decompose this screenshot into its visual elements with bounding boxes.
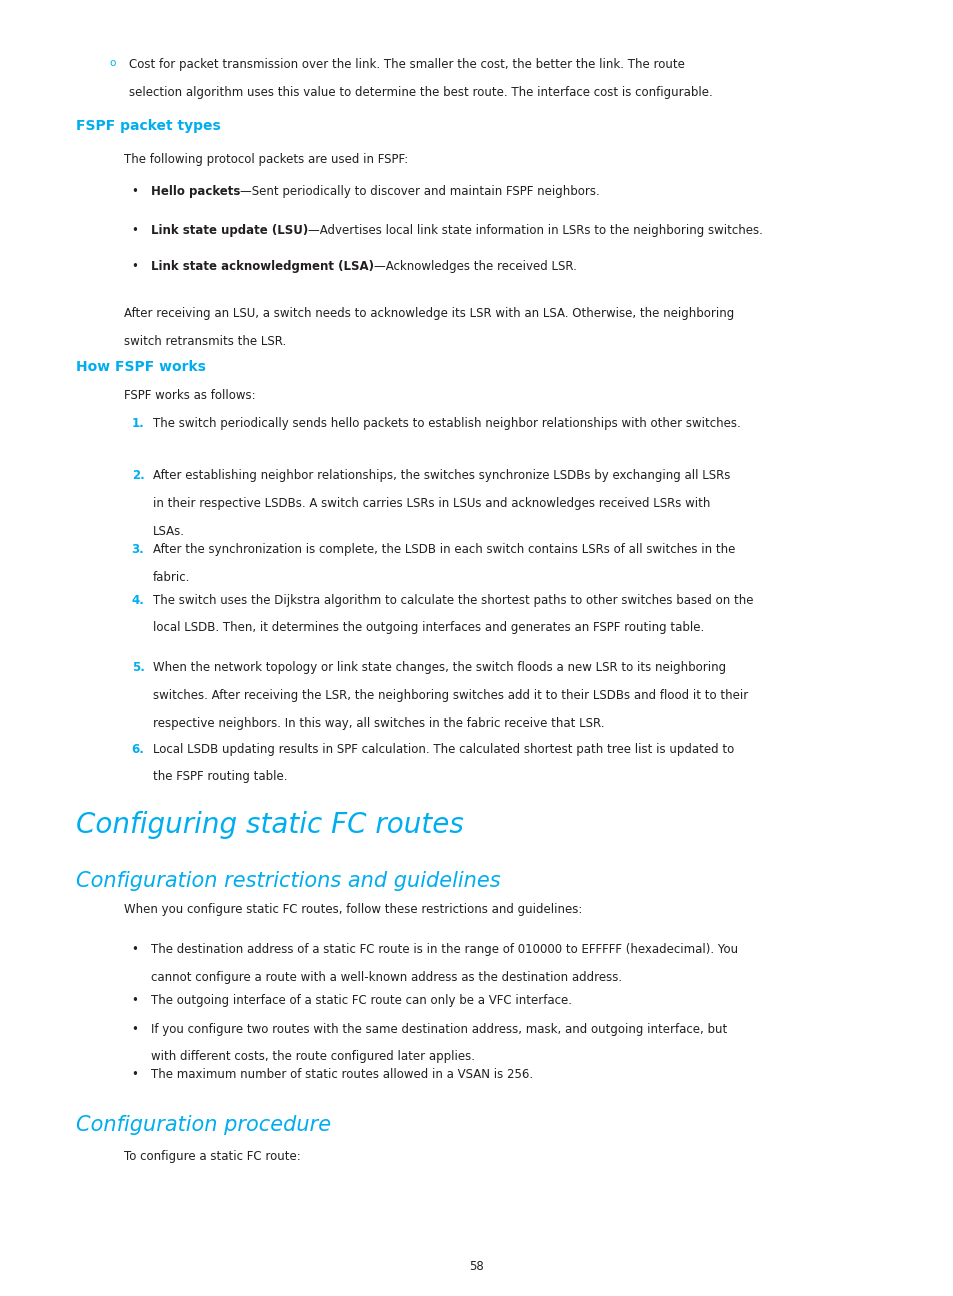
Text: cannot configure a route with a well-known address as the destination address.: cannot configure a route with a well-kno… [151,972,621,985]
Text: •: • [132,1068,138,1081]
Text: Configuring static FC routes: Configuring static FC routes [76,811,464,840]
Text: When you configure static FC routes, follow these restrictions and guidelines:: When you configure static FC routes, fol… [124,903,581,916]
Text: Cost for packet transmission over the link. The smaller the cost, the better the: Cost for packet transmission over the li… [129,58,684,71]
Text: After receiving an LSU, a switch needs to acknowledge its LSR with an LSA. Other: After receiving an LSU, a switch needs t… [124,307,734,320]
Text: FSPF packet types: FSPF packet types [76,119,221,133]
Text: How FSPF works: How FSPF works [76,360,206,375]
Text: 3.: 3. [132,543,144,556]
Text: •: • [132,943,138,956]
Text: FSPF works as follows:: FSPF works as follows: [124,389,255,402]
Text: •: • [132,224,138,237]
Text: switch retransmits the LSR.: switch retransmits the LSR. [124,336,286,349]
Text: •: • [132,185,138,198]
Text: Configuration restrictions and guidelines: Configuration restrictions and guideline… [76,871,500,890]
Text: —Advertises local link state information in LSRs to the neighboring switches.: —Advertises local link state information… [308,224,762,237]
Text: local LSDB. Then, it determines the outgoing interfaces and generates an FSPF ro: local LSDB. Then, it determines the outg… [152,621,703,635]
Text: To configure a static FC route:: To configure a static FC route: [124,1150,300,1163]
Text: respective neighbors. In this way, all switches in the fabric receive that LSR.: respective neighbors. In this way, all s… [152,717,603,730]
Text: 1.: 1. [132,417,144,430]
Text: switches. After receiving the LSR, the neighboring switches add it to their LSDB: switches. After receiving the LSR, the n… [152,689,747,702]
Text: After establishing neighbor relationships, the switches synchronize LSDBs by exc: After establishing neighbor relationship… [152,469,729,482]
Text: the FSPF routing table.: the FSPF routing table. [152,770,287,784]
Text: 2.: 2. [132,469,144,482]
Text: —Sent periodically to discover and maintain FSPF neighbors.: —Sent periodically to discover and maint… [240,185,599,198]
Text: Hello packets: Hello packets [151,185,240,198]
Text: o: o [110,58,116,69]
Text: The outgoing interface of a static FC route can only be a VFC interface.: The outgoing interface of a static FC ro… [151,994,571,1007]
Text: Configuration procedure: Configuration procedure [76,1115,331,1134]
Text: The maximum number of static routes allowed in a VSAN is 256.: The maximum number of static routes allo… [151,1068,533,1081]
Text: 5.: 5. [132,661,144,674]
Text: •: • [132,260,138,273]
Text: 4.: 4. [132,594,144,607]
Text: fabric.: fabric. [152,570,190,584]
Text: If you configure two routes with the same destination address, mask, and outgoin: If you configure two routes with the sam… [151,1023,726,1036]
Text: LSAs.: LSAs. [152,525,185,538]
Text: with different costs, the route configured later applies.: with different costs, the route configur… [151,1050,475,1064]
Text: in their respective LSDBs. A switch carries LSRs in LSUs and acknowledges receiv: in their respective LSDBs. A switch carr… [152,496,709,511]
Text: After the synchronization is complete, the LSDB in each switch contains LSRs of : After the synchronization is complete, t… [152,543,734,556]
Text: •: • [132,994,138,1007]
Text: The destination address of a static FC route is in the range of 010000 to EFFFFF: The destination address of a static FC r… [151,943,737,956]
Text: Link state acknowledgment (LSA): Link state acknowledgment (LSA) [151,260,374,273]
Text: The following protocol packets are used in FSPF:: The following protocol packets are used … [124,153,408,166]
Text: •: • [132,1023,138,1036]
Text: 6.: 6. [132,743,144,756]
Text: Local LSDB updating results in SPF calculation. The calculated shortest path tre: Local LSDB updating results in SPF calcu… [152,743,733,756]
Text: selection algorithm uses this value to determine the best route. The interface c: selection algorithm uses this value to d… [129,86,712,100]
Text: Link state update (LSU): Link state update (LSU) [151,224,308,237]
Text: The switch uses the Dijkstra algorithm to calculate the shortest paths to other : The switch uses the Dijkstra algorithm t… [152,594,752,607]
Text: When the network topology or link state changes, the switch floods a new LSR to : When the network topology or link state … [152,661,725,674]
Text: The switch periodically sends hello packets to establish neighbor relationships : The switch periodically sends hello pack… [152,417,740,430]
Text: —Acknowledges the received LSR.: —Acknowledges the received LSR. [374,260,576,273]
Text: 58: 58 [469,1260,484,1273]
